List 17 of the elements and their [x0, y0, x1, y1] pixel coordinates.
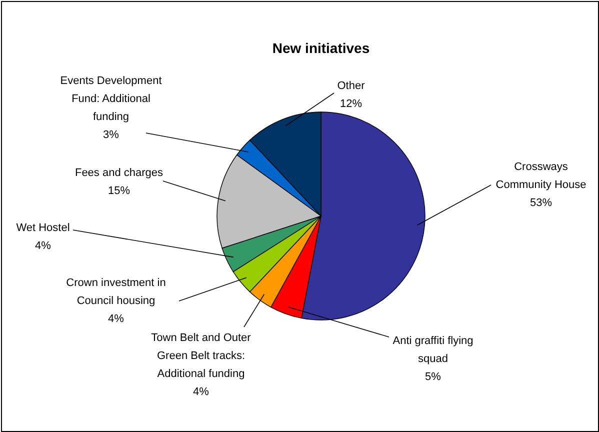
data-label: 4% [108, 313, 124, 325]
slice-label: Wet Hostel [16, 222, 70, 234]
slice-label: Other [337, 80, 366, 92]
slice-label: Events Development Fund: Additional funding [60, 75, 162, 123]
data-label: 4% [35, 240, 52, 252]
slice-label: Fees and charges [74, 167, 164, 179]
slice-label: Town Belt and Outer Green Belt tracks: Additional funding [151, 332, 252, 380]
slice-label: Crown investment in Council housing [66, 277, 166, 307]
data-label: 5% [425, 371, 442, 383]
data-label: 3% [103, 129, 120, 141]
data-label: 53% [530, 197, 552, 209]
data-label: 12% [340, 98, 362, 110]
data-label: 4% [193, 386, 210, 398]
data-label: 15% [108, 185, 130, 197]
slice-label: Anti graffiti flying squad [392, 335, 474, 365]
slice-label: Crossways Community House [496, 161, 586, 191]
chart-title: New initiatives [272, 40, 370, 56]
